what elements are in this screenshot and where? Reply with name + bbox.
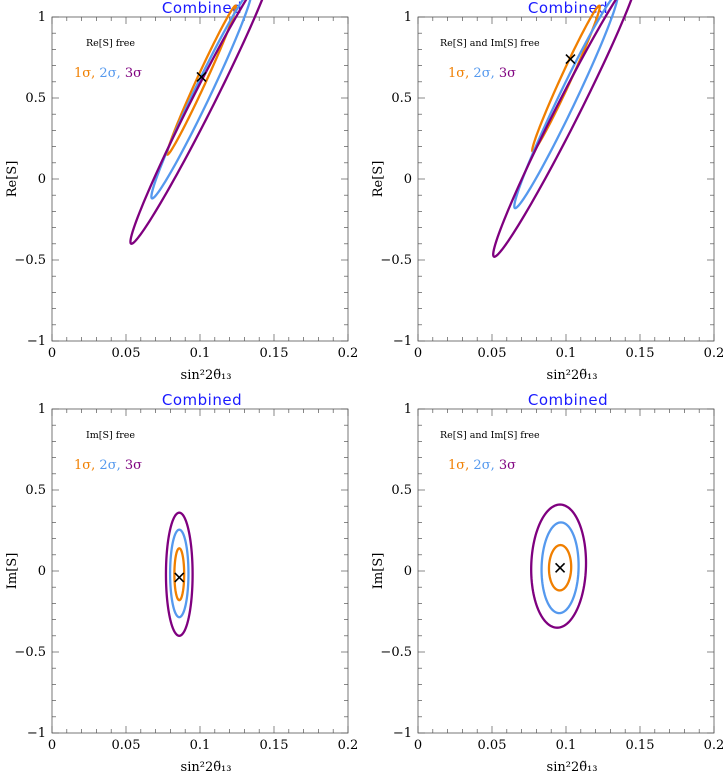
x-tick-label: 0.05 <box>112 738 141 753</box>
panel-annotation: Re[S] and Im[S] free <box>440 430 540 441</box>
x-tick-label: 0.1 <box>556 346 577 361</box>
best-fit-stroke <box>174 572 185 583</box>
chart-title: Combined <box>162 0 242 17</box>
y-tick-label: −0.5 <box>380 645 412 660</box>
y-tick-label: −1 <box>393 726 412 741</box>
panel-annotation: Re[S] and Im[S] free <box>440 38 540 49</box>
contour-3sigma <box>164 511 194 637</box>
x-tick-label: 0.2 <box>338 738 359 753</box>
x-tick-label: 0.1 <box>190 346 211 361</box>
contour-2sigma <box>513 0 619 210</box>
y-axis-label: Im[S] <box>5 553 20 590</box>
legend-entry-2: 2σ <box>473 66 490 81</box>
y-tick-label: 0 <box>404 564 412 579</box>
y-axis-label: Im[S] <box>371 553 386 590</box>
contour-3sigma <box>530 503 588 629</box>
best-fit-marker <box>555 562 566 573</box>
x-tick-label: 0.15 <box>260 346 289 361</box>
y-tick-label: −0.5 <box>14 253 46 268</box>
chart-panel-1: 0 0.05 0.1 0.15 0.2 −1 −0.5 0 0.5 1 Combined sin²2θ… <box>5 0 358 383</box>
y-tick-label: 1 <box>404 402 412 417</box>
chart-panel-4: 0 0.05 0.1 0.15 0.2 −1 −0.5 0 0.5 1 Combined sin²2θ… <box>371 391 724 775</box>
legend: 1σ, 2σ, 3σ <box>448 66 516 81</box>
contour-3sigma <box>492 0 633 258</box>
y-tick-label: 0 <box>404 172 412 187</box>
legend-entry-2: 2σ <box>473 458 490 473</box>
x-axis-label: sin²2θ̃₁₃ <box>547 368 598 383</box>
contour-2sigma <box>168 528 190 619</box>
best-fit-stroke <box>196 71 207 83</box>
legend-entry-2: 2σ <box>99 458 116 473</box>
x-tick-label: 0.2 <box>338 346 359 361</box>
y-tick-label: 0.5 <box>25 483 46 498</box>
legend-entry-3: 3σ <box>125 66 142 81</box>
y-tick-label: −0.5 <box>14 645 46 660</box>
best-fit-marker <box>174 572 185 583</box>
y-tick-label: 1 <box>38 10 46 25</box>
panel-annotation: Re[S] free <box>86 38 135 49</box>
x-tick-label: 0.05 <box>112 346 141 361</box>
y-tick-label: 0 <box>38 172 46 187</box>
legend-entry-1: 1σ <box>74 458 91 473</box>
chart-panel-2: 0 0.05 0.1 0.15 0.2 −1 −0.5 0 0.5 1 Combined sin²2θ… <box>371 0 724 383</box>
x-axis-label: sin²2θ̃₁₃ <box>547 760 598 775</box>
y-tick-label: −1 <box>27 726 46 741</box>
legend-entry-2: 2σ <box>99 66 116 81</box>
x-tick-label: 0.15 <box>626 346 655 361</box>
x-tick-label: 0 <box>48 738 56 753</box>
x-tick-label: 0.15 <box>260 738 289 753</box>
x-tick-label: 0.15 <box>626 738 655 753</box>
x-axis-label: sin²2θ̃₁₃ <box>181 760 232 775</box>
best-fit-marker <box>565 54 576 65</box>
x-tick-label: 0.2 <box>704 346 724 361</box>
contour-2sigma <box>540 521 580 615</box>
legend-entry-1: 1σ <box>74 66 91 81</box>
panel-annotation: Im[S] free <box>86 430 135 441</box>
y-tick-label: 0 <box>38 564 46 579</box>
x-tick-label: 0.1 <box>556 738 577 753</box>
best-fit-stroke <box>555 562 566 573</box>
y-tick-label: −1 <box>393 334 412 349</box>
x-tick-label: 0 <box>414 346 422 361</box>
legend-entry-1: 1σ <box>448 66 465 81</box>
y-tick-label: 1 <box>38 402 46 417</box>
x-axis-label: sin²2θ̃₁₃ <box>181 368 232 383</box>
legend: 1σ, 2σ, 3σ <box>74 66 142 81</box>
legend: 1σ, 2σ, 3σ <box>74 458 142 473</box>
x-tick-label: 0.05 <box>478 346 507 361</box>
y-tick-label: 1 <box>404 10 412 25</box>
y-tick-label: 0.5 <box>391 483 412 498</box>
x-tick-label: 0 <box>48 346 56 361</box>
y-axis-label: Re[S] <box>371 161 386 198</box>
chart-title: Combined <box>528 391 608 409</box>
chart-title: Combined <box>528 0 608 17</box>
best-fit-marker <box>196 71 207 83</box>
contour-1sigma <box>173 547 186 602</box>
legend: 1σ, 2σ, 3σ <box>448 458 516 473</box>
y-tick-label: 0.5 <box>391 91 412 106</box>
contour-3sigma <box>129 0 264 246</box>
legend-entry-3: 3σ <box>499 458 516 473</box>
x-tick-label: 0.05 <box>478 738 507 753</box>
y-tick-label: 0.5 <box>25 91 46 106</box>
y-tick-label: −0.5 <box>380 253 412 268</box>
y-axis-label: Re[S] <box>5 161 20 198</box>
contour-2sigma <box>150 0 252 200</box>
best-fit-stroke <box>565 54 576 65</box>
legend-entry-3: 3σ <box>499 66 516 81</box>
y-tick-label: −1 <box>27 334 46 349</box>
contour-1sigma <box>547 543 573 592</box>
x-tick-label: 0.1 <box>190 738 211 753</box>
chart-panel-3: 0 0.05 0.1 0.15 0.2 −1 −0.5 0 0.5 1 Combined sin²2θ… <box>5 391 358 775</box>
legend-entry-1: 1σ <box>448 458 465 473</box>
x-tick-label: 0.2 <box>704 738 724 753</box>
chart-title: Combined <box>162 391 242 409</box>
x-tick-label: 0 <box>414 738 422 753</box>
legend-entry-3: 3σ <box>125 458 142 473</box>
